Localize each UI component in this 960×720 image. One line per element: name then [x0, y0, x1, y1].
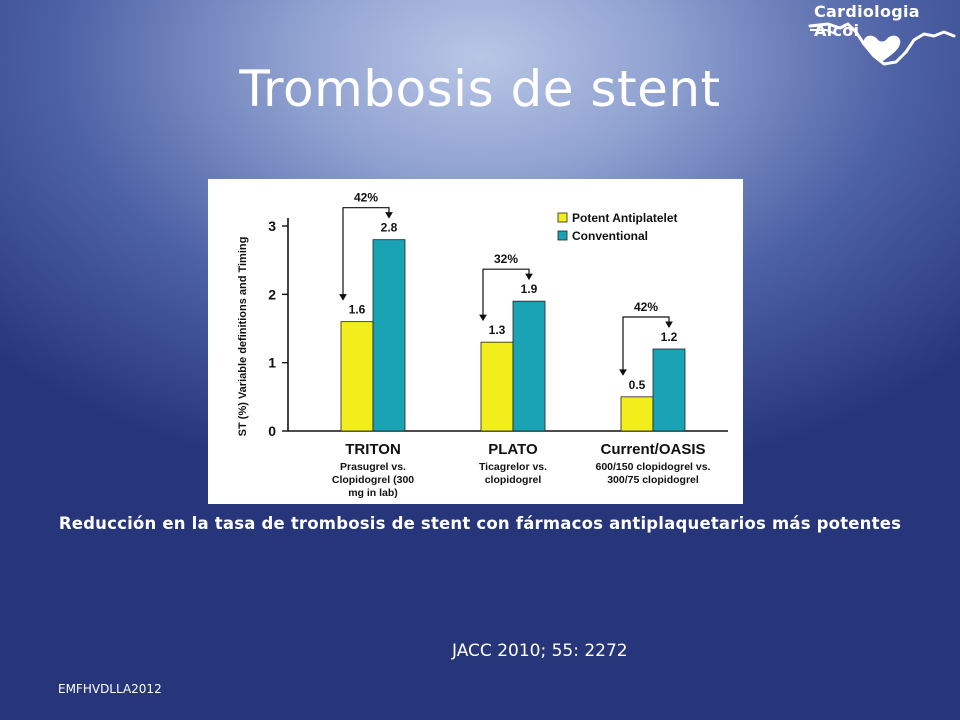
category-label: PLATO	[488, 441, 538, 458]
legend-swatch	[557, 212, 568, 223]
annotation-arrow	[385, 212, 393, 219]
bar-potent-antiplatelet	[620, 396, 654, 432]
annotation-percent: 42%	[354, 191, 378, 205]
annotation-arrow	[665, 321, 673, 328]
citation-reference: JACC 2010; 55: 2272	[452, 641, 628, 661]
bar-potent-antiplatelet	[480, 341, 514, 432]
bar-conventional	[652, 348, 686, 432]
legend-swatch	[557, 230, 568, 241]
bar-conventional	[372, 239, 406, 432]
bar-chart: ST (%) Variable definitions and Timing 0 1…	[208, 179, 743, 504]
annotation-arrow	[339, 294, 347, 301]
data-label: 0.5	[629, 378, 646, 392]
slide-title: Trombosis de stent	[239, 60, 721, 118]
y-tick-label: 1	[268, 355, 276, 371]
category-sublabel: 600/150 clopidogrel vs.	[596, 461, 711, 473]
y-tick-label: 0	[268, 423, 276, 439]
legend-label: Potent Antiplatelet	[572, 211, 678, 225]
annotation-arrow	[479, 314, 487, 322]
annotation-percent: 42%	[634, 300, 658, 314]
category-label: Current/OASIS	[600, 441, 705, 458]
footer-code: EMFHVDLLA2012	[58, 682, 162, 696]
y-axis-label: ST (%) Variable definitions and Timing	[237, 237, 249, 437]
category-sublabel: clopidogrel	[485, 474, 542, 486]
legend-label: Conventional	[572, 229, 648, 243]
y-tick-label: 2	[268, 286, 276, 302]
bar-conventional	[512, 300, 546, 432]
data-label: 2.8	[381, 221, 398, 235]
category-sublabel: Ticagrelor vs.	[479, 461, 547, 473]
annotation-arrow	[619, 369, 627, 376]
bar-potent-antiplatelet	[340, 321, 374, 432]
category-label: TRITON	[345, 441, 401, 458]
data-label: 1.3	[489, 323, 506, 337]
bar-chart-svg: ST (%) Variable definitions and Timing 0 1…	[237, 191, 728, 499]
heart-logo-icon	[808, 22, 956, 66]
data-label: 1.6	[349, 303, 366, 317]
annotation-arrow	[525, 273, 533, 281]
category-sublabel: 300/75 clopidogrel	[607, 474, 699, 486]
cardiologia-alcoi-logo: Cardiologia Alcoi	[808, 0, 956, 72]
annotation-percent: 32%	[494, 252, 518, 266]
category-sublabel: Prasugrel vs.	[340, 461, 406, 473]
y-tick-label: 3	[268, 218, 276, 234]
data-label: 1.9	[521, 282, 538, 296]
data-label: 1.2	[661, 330, 678, 344]
category-sublabel: mg in lab)	[348, 487, 398, 499]
category-sublabel: Clopidogrel (300	[332, 474, 414, 486]
slide-caption: Reducción en la tasa de trombosis de ste…	[58, 514, 902, 533]
